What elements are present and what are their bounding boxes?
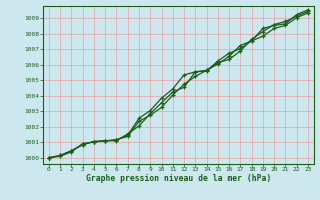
X-axis label: Graphe pression niveau de la mer (hPa): Graphe pression niveau de la mer (hPa) [86,174,271,183]
